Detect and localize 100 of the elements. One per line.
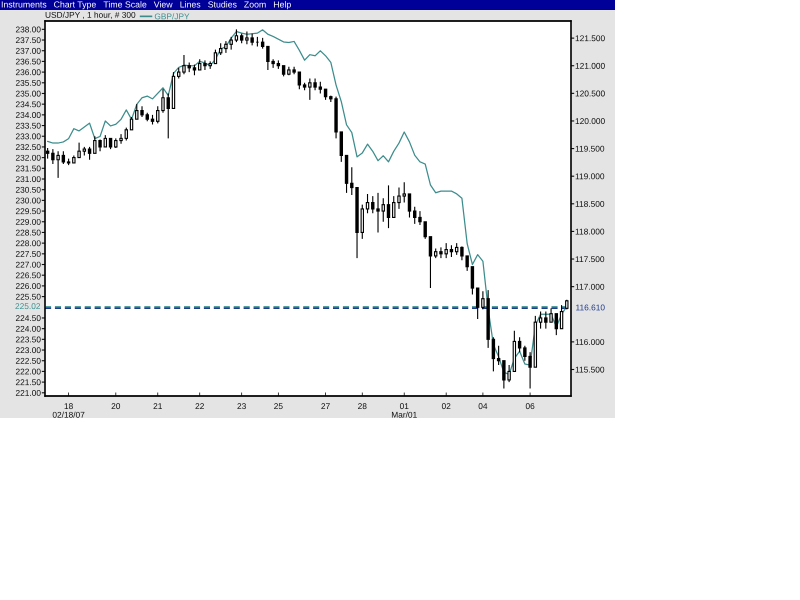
candlestick bbox=[256, 36, 260, 47]
candlestick bbox=[408, 193, 412, 218]
y-tick-label: 232.00 bbox=[16, 154, 41, 161]
candlestick bbox=[150, 114, 154, 126]
candlestick bbox=[355, 186, 359, 259]
candlestick bbox=[172, 72, 176, 109]
candlestick bbox=[402, 182, 406, 204]
x-tick-label: 21 bbox=[154, 403, 162, 409]
y-tick-label: 230.00 bbox=[16, 198, 41, 204]
y-tick-label: 224.00 bbox=[16, 326, 41, 332]
candlestick bbox=[366, 193, 370, 214]
y2-tick-label: 120.000 bbox=[576, 118, 605, 124]
candlestick bbox=[360, 204, 364, 240]
candlestick bbox=[177, 67, 180, 80]
y-tick-label: 238.00 bbox=[16, 26, 41, 32]
y2-tick-label: 118.000 bbox=[576, 228, 604, 235]
y-tick-label: 237.50 bbox=[16, 37, 41, 44]
candlestick bbox=[371, 196, 374, 214]
candlestick bbox=[166, 92, 170, 139]
y-tick-label: 235.00 bbox=[16, 90, 41, 97]
text: Lines bbox=[180, 1, 200, 8]
y2-tick-label: 117.000 bbox=[576, 284, 604, 290]
candlestick bbox=[418, 210, 422, 226]
y2-tick-label: 121.500 bbox=[576, 35, 605, 42]
y-tick-label: 230.50 bbox=[16, 186, 41, 193]
text: View bbox=[154, 1, 173, 8]
candlestick bbox=[146, 112, 149, 122]
y-tick-label: 222.00 bbox=[16, 368, 41, 375]
candlestick bbox=[161, 88, 165, 114]
text: Instruments bbox=[2, 1, 46, 8]
y-tick-label: 226.00 bbox=[16, 283, 41, 289]
y-tick-label: 228.00 bbox=[16, 240, 41, 246]
legend-label: GBP/JPY bbox=[154, 13, 190, 20]
candlestick bbox=[135, 104, 138, 120]
y-tick-label: 235.50 bbox=[16, 80, 41, 86]
x-tick-label: 22 bbox=[195, 403, 204, 409]
y-tick-label: 221.00 bbox=[16, 390, 41, 396]
y-tick-label: 223.00 bbox=[16, 347, 41, 354]
y2-tick-label: 117.500 bbox=[576, 256, 604, 262]
y-tick-label: 236.50 bbox=[16, 58, 41, 65]
text: Time Scale bbox=[104, 1, 146, 8]
candlestick bbox=[392, 196, 396, 218]
y-tick-label: 227.00 bbox=[16, 262, 41, 268]
ref-line-label: 116.610 bbox=[576, 304, 605, 310]
y2-tick-label: 116.000 bbox=[576, 339, 604, 345]
y-tick-label: 237.00 bbox=[16, 48, 41, 54]
candlestick bbox=[140, 106, 144, 118]
candlestick bbox=[397, 186, 401, 210]
y2-tick-label: 121.000 bbox=[576, 62, 605, 69]
x-tick-label: 20 bbox=[112, 403, 120, 410]
candlestick bbox=[386, 184, 390, 229]
candlestick bbox=[382, 198, 385, 222]
x-tick-label: 01 Mar/01 bbox=[392, 403, 417, 418]
y-tick-label: 236.00 bbox=[16, 69, 41, 76]
candlestick bbox=[413, 206, 416, 224]
x-tick-label: 27 bbox=[321, 403, 330, 409]
y-tick-label: 224.50 bbox=[16, 315, 41, 322]
y-tick-label: 229.00 bbox=[16, 218, 41, 225]
candlestick bbox=[376, 192, 380, 233]
text: Zoom bbox=[244, 1, 266, 8]
x-tick-label: 23 bbox=[237, 403, 246, 410]
candlestick bbox=[188, 62, 191, 73]
y2-tick-label: 119.500 bbox=[576, 146, 604, 152]
y-tick-label: 232.50 bbox=[16, 144, 41, 150]
y-tick-label: 222.50 bbox=[16, 358, 41, 364]
y-tick-label: 234.00 bbox=[16, 112, 41, 118]
x-tick-label: 18 02/18/07 bbox=[52, 403, 84, 418]
y2-tick-label: 120.500 bbox=[576, 90, 605, 96]
text: Studies bbox=[208, 1, 237, 8]
y-tick-label: 221.50 bbox=[16, 379, 41, 386]
y-tick-label: 225.50 bbox=[16, 294, 41, 300]
line-series bbox=[46, 29, 568, 376]
x-tick-label: 02 bbox=[442, 403, 450, 410]
x-tick-label: 04 bbox=[478, 403, 488, 410]
candlestick bbox=[560, 304, 564, 330]
y-tick-label: 228.50 bbox=[16, 230, 41, 236]
chart-title: USD/JPY , 1 hour, # 300 bbox=[46, 12, 136, 19]
y-tick-label: 226.50 bbox=[16, 272, 41, 278]
y-tick-label: 231.50 bbox=[16, 166, 41, 172]
candlestick bbox=[156, 106, 160, 124]
ref-line-label: 225.02 bbox=[15, 303, 40, 310]
y-tick-label: 229.50 bbox=[16, 208, 41, 214]
text: Help bbox=[274, 1, 291, 10]
y2-tick-label: 118.500 bbox=[576, 201, 604, 207]
y-tick-label: 234.50 bbox=[16, 101, 41, 108]
x-tick-label: 06 bbox=[526, 403, 534, 410]
candlestick bbox=[130, 116, 134, 130]
y-tick-label: 233.00 bbox=[16, 133, 41, 140]
y-tick-label: 227.50 bbox=[16, 251, 41, 257]
y-tick-label: 233.50 bbox=[16, 122, 41, 129]
x-tick-label: 28 bbox=[358, 403, 367, 410]
y-tick-label: 231.00 bbox=[16, 176, 41, 182]
x-tick-label: 25 bbox=[274, 403, 283, 410]
y2-tick-label: 115.500 bbox=[576, 366, 604, 373]
text: Chart Type bbox=[54, 1, 96, 10]
candlestick bbox=[192, 64, 196, 76]
y2-tick-label: 119.000 bbox=[576, 173, 604, 180]
candlestick bbox=[182, 54, 186, 75]
candlestick bbox=[250, 33, 254, 46]
y-tick-label: 223.50 bbox=[16, 336, 41, 342]
